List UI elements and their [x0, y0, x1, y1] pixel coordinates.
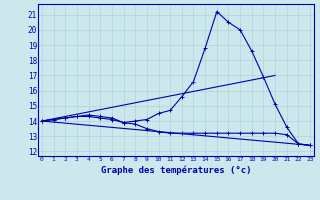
X-axis label: Graphe des températures (°c): Graphe des températures (°c): [101, 165, 251, 175]
